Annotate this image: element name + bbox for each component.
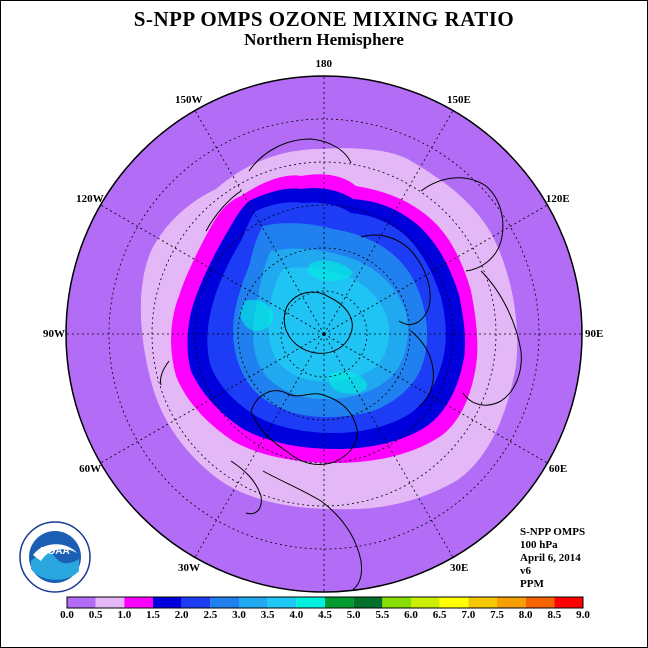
longitude-label: 30W <box>178 561 200 574</box>
longitude-label: 90W <box>43 328 65 340</box>
colorbar-swatch <box>439 597 469 608</box>
colorbar-tick-label: 4.5 <box>318 609 332 621</box>
colorbar-tick-label: 5.0 <box>346 609 361 621</box>
colorbar-tick-label: 0.0 <box>60 609 74 621</box>
colorbar-tick-label: 8.0 <box>518 609 533 621</box>
graticule <box>66 76 582 592</box>
longitude-label: 180 <box>315 58 333 70</box>
colorbar-swatch <box>239 597 268 608</box>
colorbar-swatch <box>525 597 555 608</box>
longitude-label: 120E <box>545 193 570 205</box>
longitude-label: 30E <box>450 561 469 574</box>
longitude-label: 150W <box>175 94 203 107</box>
latitude-circle <box>194 204 454 464</box>
colorbar-swatch <box>153 597 182 608</box>
map-boundary <box>65 75 583 593</box>
info-block: S-NPP OMPS 100 hPa April 6, 2014 v6 PPM <box>520 526 585 591</box>
colorbar-tick-label: 6.5 <box>432 609 447 621</box>
longitude-label: 60W <box>79 463 102 475</box>
latitude-circle <box>151 161 497 507</box>
colorbar-tick-label: 3.0 <box>232 609 246 621</box>
colorbar-swatch <box>497 597 526 608</box>
info-version: v6 <box>520 565 531 577</box>
coastlines <box>160 138 522 592</box>
colorbar-tick-label: 2.0 <box>174 609 189 621</box>
longitude-label: 60E <box>548 463 568 475</box>
colorbar-tick-label: 7.5 <box>490 609 504 621</box>
info-date: April 6, 2014 <box>520 552 581 564</box>
colorbar-tick-label: 4.0 <box>289 609 304 621</box>
colorbar-swatch <box>353 597 383 608</box>
colorbar-tick-label: 7.0 <box>461 609 476 621</box>
colorbar-swatch <box>95 597 125 608</box>
colorbar-tick-label: 9.0 <box>576 609 590 621</box>
meridian-line <box>100 204 325 335</box>
logo-text: NOAA <box>40 546 69 557</box>
colorbar-tick-label: 8.5 <box>547 609 562 621</box>
meridian-line <box>100 333 325 464</box>
colorbar-swatch <box>267 597 297 608</box>
colorbar-swatch <box>382 597 411 608</box>
colorbar-tick-label: 2.5 <box>203 609 218 621</box>
band-3.5-4.0 <box>268 267 390 382</box>
colorbar-swatch <box>67 597 96 608</box>
colorbar-tick-label: 0.5 <box>88 609 103 621</box>
latitude-circle <box>108 118 540 550</box>
info-units: PPM <box>520 578 544 590</box>
colorbar-tick-label: 1.5 <box>146 609 160 621</box>
colorbar-tick-label: 1.0 <box>117 609 132 621</box>
colorbar-swatch <box>468 597 497 608</box>
band-4.0-4.5 <box>240 260 368 394</box>
info-level: 100 hPa <box>520 539 558 551</box>
colorbar-swatch <box>554 597 583 608</box>
page-title: S-NPP OMPS OZONE MIXING RATIO <box>133 7 515 31</box>
colorbar-swatch <box>325 597 354 608</box>
colorbar-tick-label: 3.5 <box>260 609 275 621</box>
colorbar-border <box>66 596 584 609</box>
colorbar-swatch <box>210 597 239 608</box>
meridian-line <box>323 333 548 464</box>
noaa-logo: NOAA <box>19 521 91 593</box>
longitude-label: 150E <box>447 94 471 107</box>
longitude-label: 90E <box>585 328 604 340</box>
colorbar-tick-label: 6.0 <box>404 609 418 621</box>
colorbar-swatch <box>181 597 211 608</box>
colorbar-swatch <box>296 597 325 608</box>
info-instrument: S-NPP OMPS <box>520 526 586 538</box>
colorbar-swatch <box>124 597 153 608</box>
colorbar-swatch <box>411 597 440 608</box>
page-subtitle: Northern Hemisphere <box>244 30 404 49</box>
longitude-label: 120W <box>76 193 104 205</box>
colorbar-tick-label: 5.5 <box>375 609 390 621</box>
latitude-circle <box>280 290 368 378</box>
meridian-line <box>323 204 548 335</box>
latitude-circle <box>237 247 411 421</box>
